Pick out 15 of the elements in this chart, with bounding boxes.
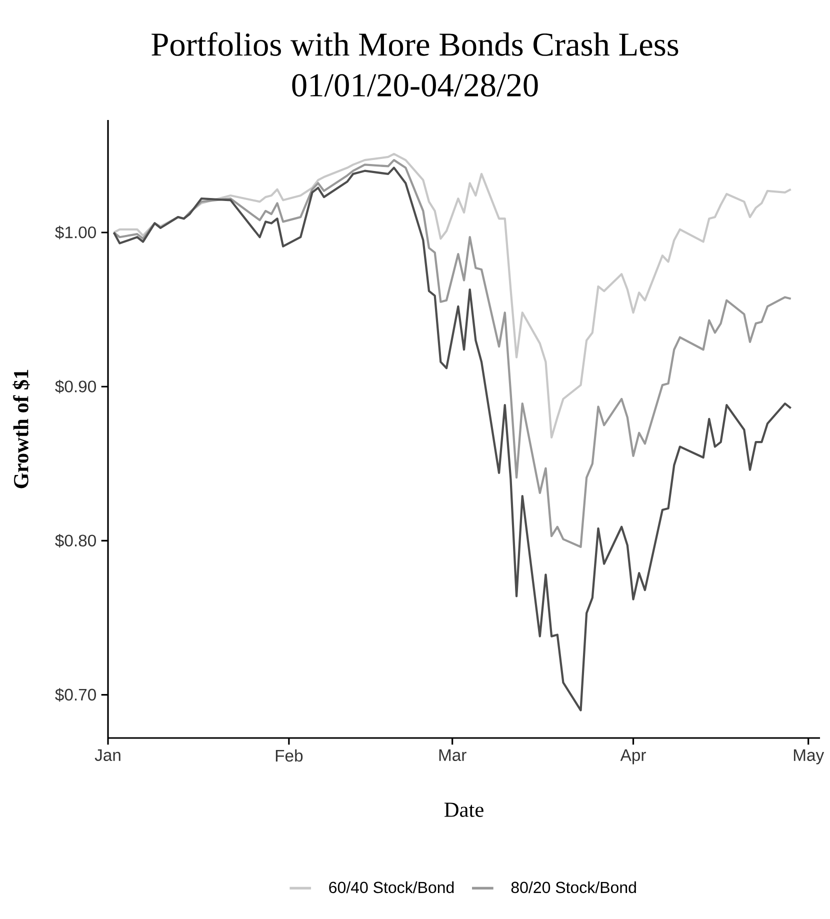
x-tick-label: Mar bbox=[439, 749, 466, 762]
x-axis-title: Date bbox=[444, 802, 484, 817]
chart-title: Portfolios with More Bonds Crash Less bbox=[152, 32, 678, 56]
y-tick-label: $1.00 bbox=[55, 226, 96, 240]
y-tick-label: $0.70 bbox=[55, 688, 96, 702]
x-tick-label: Jan bbox=[94, 749, 120, 762]
y-tick-label: $0.90 bbox=[55, 380, 96, 394]
y-axis-title: Growth of $1 bbox=[12, 370, 30, 488]
chart-subtitle: 01/01/20-04/28/20 bbox=[292, 74, 538, 97]
x-tick-label: Feb bbox=[276, 749, 303, 762]
legend-label: 60/40 Stock/Bond bbox=[329, 881, 454, 894]
y-tick-label: $0.80 bbox=[55, 534, 96, 548]
x-tick-label: May bbox=[794, 749, 824, 764]
x-tick-label: Apr bbox=[620, 749, 646, 764]
legend-label: 80/20 Stock/Bond bbox=[511, 881, 636, 894]
